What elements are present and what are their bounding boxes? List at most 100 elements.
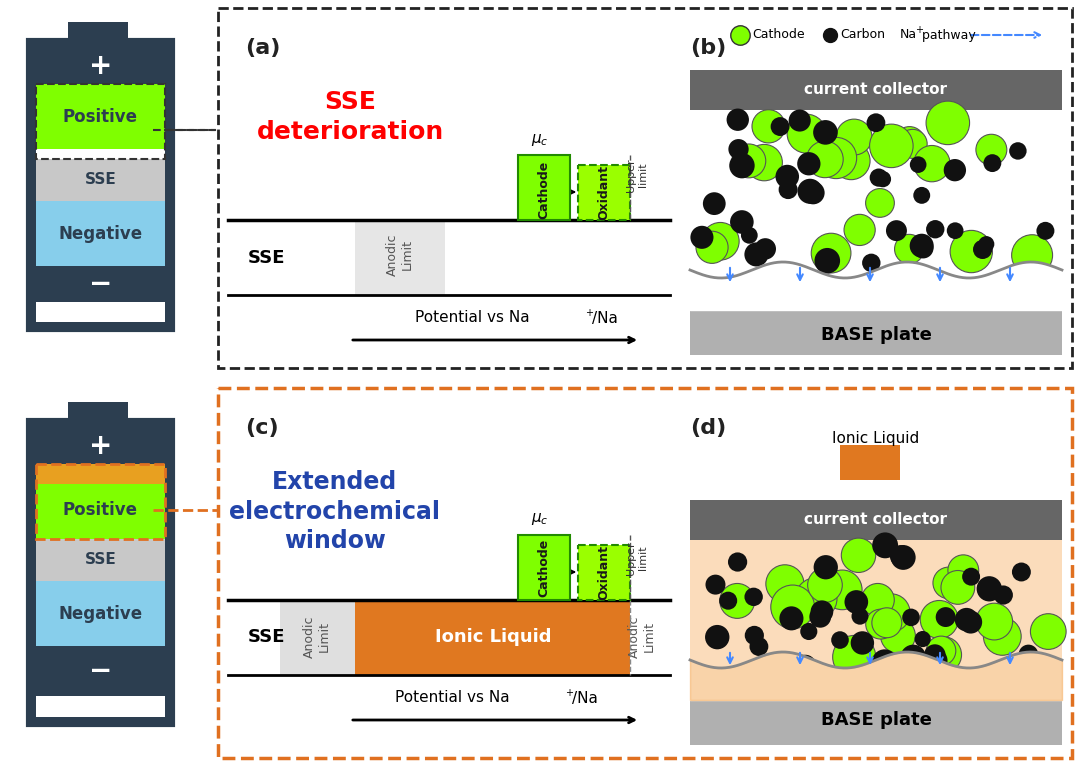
Circle shape — [1018, 644, 1038, 664]
Text: Carbon: Carbon — [840, 28, 885, 41]
Bar — [36, 539, 165, 581]
Text: BASE plate: BASE plate — [821, 326, 931, 344]
Circle shape — [914, 187, 930, 204]
Bar — [518, 535, 570, 600]
Circle shape — [750, 637, 768, 656]
Text: Upper
limit: Upper limit — [626, 158, 648, 192]
Bar — [36, 48, 165, 84]
Text: pathway: pathway — [918, 28, 975, 41]
Text: +: + — [585, 308, 593, 318]
Circle shape — [861, 584, 894, 617]
Circle shape — [984, 617, 1022, 655]
Circle shape — [933, 567, 964, 599]
Circle shape — [795, 655, 816, 676]
Circle shape — [872, 650, 897, 675]
Circle shape — [865, 189, 894, 217]
Text: SSE
deterioration: SSE deterioration — [256, 90, 444, 143]
Text: Anodic
Limit: Anodic Limit — [303, 616, 330, 658]
Circle shape — [728, 139, 748, 160]
Circle shape — [941, 665, 960, 684]
Circle shape — [779, 180, 798, 199]
Circle shape — [788, 110, 811, 132]
Circle shape — [851, 631, 874, 655]
Text: Negative: Negative — [58, 225, 143, 243]
Text: Potential vs Na: Potential vs Na — [395, 690, 510, 706]
Text: +: + — [89, 52, 112, 80]
Bar — [28, 40, 173, 330]
Text: Cathode: Cathode — [538, 539, 551, 597]
Circle shape — [973, 240, 993, 259]
Circle shape — [927, 636, 956, 666]
Circle shape — [976, 603, 1013, 640]
Circle shape — [702, 222, 739, 260]
Circle shape — [703, 193, 726, 215]
Text: $\mu_c$: $\mu_c$ — [531, 132, 549, 148]
Circle shape — [984, 154, 1001, 172]
Circle shape — [909, 234, 934, 258]
Circle shape — [947, 222, 963, 239]
Circle shape — [924, 649, 947, 672]
Bar — [355, 220, 445, 295]
Text: /Na: /Na — [572, 690, 598, 706]
Text: (a): (a) — [245, 38, 281, 58]
Circle shape — [978, 236, 995, 252]
Circle shape — [1037, 222, 1054, 240]
Circle shape — [913, 238, 933, 258]
Bar — [36, 266, 165, 302]
Circle shape — [719, 584, 755, 618]
Bar — [36, 149, 165, 159]
Circle shape — [797, 179, 823, 204]
Text: SSE: SSE — [84, 552, 117, 568]
Circle shape — [833, 142, 870, 179]
Bar — [578, 545, 630, 600]
Circle shape — [891, 545, 916, 570]
Circle shape — [813, 555, 838, 579]
Circle shape — [894, 235, 924, 264]
Text: Positive: Positive — [63, 108, 138, 126]
Text: Extended
electrochemical
window: Extended electrochemical window — [229, 470, 441, 554]
Text: current collector: current collector — [805, 83, 947, 97]
Circle shape — [873, 532, 899, 558]
Bar — [36, 48, 165, 322]
Text: Anodic
Limit: Anodic Limit — [386, 234, 414, 276]
Circle shape — [732, 144, 766, 178]
Bar — [36, 428, 165, 464]
Circle shape — [886, 220, 907, 241]
Circle shape — [705, 574, 726, 594]
Bar — [36, 428, 165, 717]
Circle shape — [976, 134, 1007, 165]
Circle shape — [811, 601, 834, 623]
Text: −: − — [89, 657, 112, 685]
Circle shape — [899, 130, 927, 159]
Text: Oxidant: Oxidant — [597, 164, 610, 219]
Circle shape — [926, 101, 970, 145]
Circle shape — [801, 181, 825, 204]
Bar — [36, 84, 165, 149]
Bar — [355, 600, 630, 675]
Circle shape — [1012, 562, 1030, 581]
Text: BASE plate: BASE plate — [821, 711, 931, 729]
Circle shape — [813, 120, 838, 145]
Circle shape — [841, 538, 876, 572]
Text: −: − — [89, 270, 112, 298]
Text: current collector: current collector — [805, 512, 947, 528]
Circle shape — [845, 214, 875, 245]
Circle shape — [752, 110, 785, 143]
Bar — [36, 464, 165, 539]
Circle shape — [744, 242, 769, 266]
Circle shape — [833, 635, 876, 679]
Circle shape — [807, 141, 843, 178]
Bar — [578, 165, 630, 220]
Bar — [690, 110, 1062, 290]
Text: +: + — [915, 25, 923, 35]
Circle shape — [808, 568, 842, 602]
Circle shape — [914, 146, 950, 182]
Circle shape — [851, 607, 868, 624]
Circle shape — [719, 591, 738, 610]
Text: SSE: SSE — [84, 173, 117, 187]
Circle shape — [915, 631, 931, 647]
Circle shape — [690, 225, 714, 249]
Bar — [518, 155, 570, 220]
Text: Potential vs Na: Potential vs Na — [415, 311, 529, 325]
Text: (b): (b) — [690, 38, 726, 58]
